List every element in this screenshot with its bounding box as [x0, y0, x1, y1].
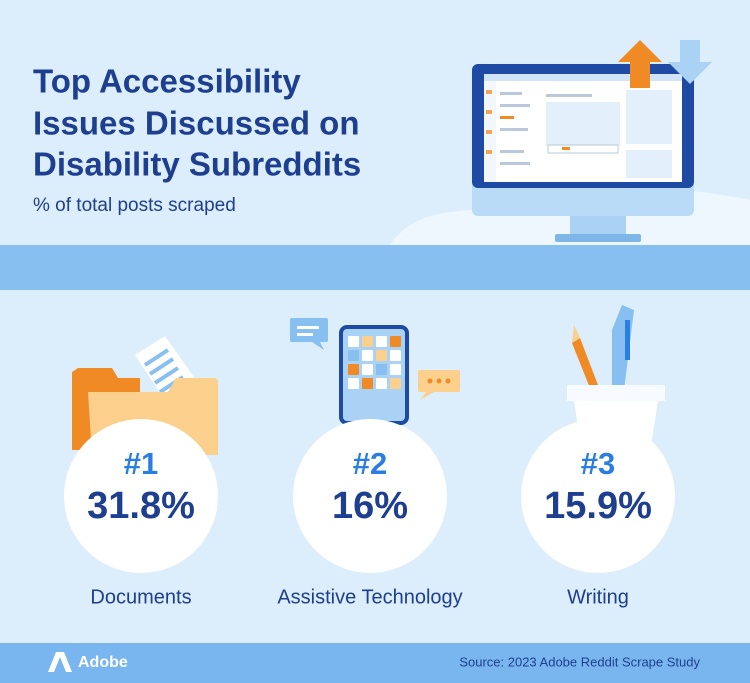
subtitle: % of total posts scraped	[33, 195, 236, 216]
title-line: Issues Discussed on	[33, 105, 359, 142]
app-tile	[390, 364, 401, 375]
footer-band	[0, 643, 750, 683]
app-tile	[376, 378, 387, 389]
app-tile	[376, 336, 387, 347]
divider-band	[0, 245, 750, 290]
app-tile	[348, 378, 359, 389]
title-line: Disability Subreddits	[33, 146, 361, 183]
title-line: Top Accessibility	[33, 63, 301, 100]
item-circle	[64, 419, 218, 573]
item-circle	[521, 419, 675, 573]
app-tile	[348, 364, 359, 375]
item-label: Documents	[90, 586, 191, 608]
item-circle	[293, 419, 447, 573]
item-value: 15.9%	[544, 485, 652, 527]
brand: Adobe	[78, 654, 128, 671]
item-rank: #3	[581, 446, 615, 481]
item-label: Assistive Technology	[277, 586, 462, 608]
app-tile	[390, 336, 401, 347]
app-tile	[362, 350, 373, 361]
item-value: 31.8%	[87, 485, 195, 527]
item-label: Writing	[567, 586, 629, 608]
source: Source: 2023 Adobe Reddit Scrape Study	[459, 654, 700, 669]
app-tile	[376, 364, 387, 375]
app-tile	[376, 350, 387, 361]
item-rank: #1	[124, 446, 158, 481]
app-tile	[348, 336, 359, 347]
header: Top Accessibility Issues Discussed on Di…	[33, 63, 361, 183]
adobe-logo	[48, 652, 72, 672]
app-tile	[362, 336, 373, 347]
app-tile	[390, 378, 401, 389]
app-tile	[348, 350, 359, 361]
monitor-illustration	[472, 40, 712, 242]
item-value: 16%	[332, 485, 408, 527]
app-tile	[362, 378, 373, 389]
item-rank: #2	[353, 446, 387, 481]
app-tile	[362, 364, 373, 375]
app-tile	[390, 350, 401, 361]
